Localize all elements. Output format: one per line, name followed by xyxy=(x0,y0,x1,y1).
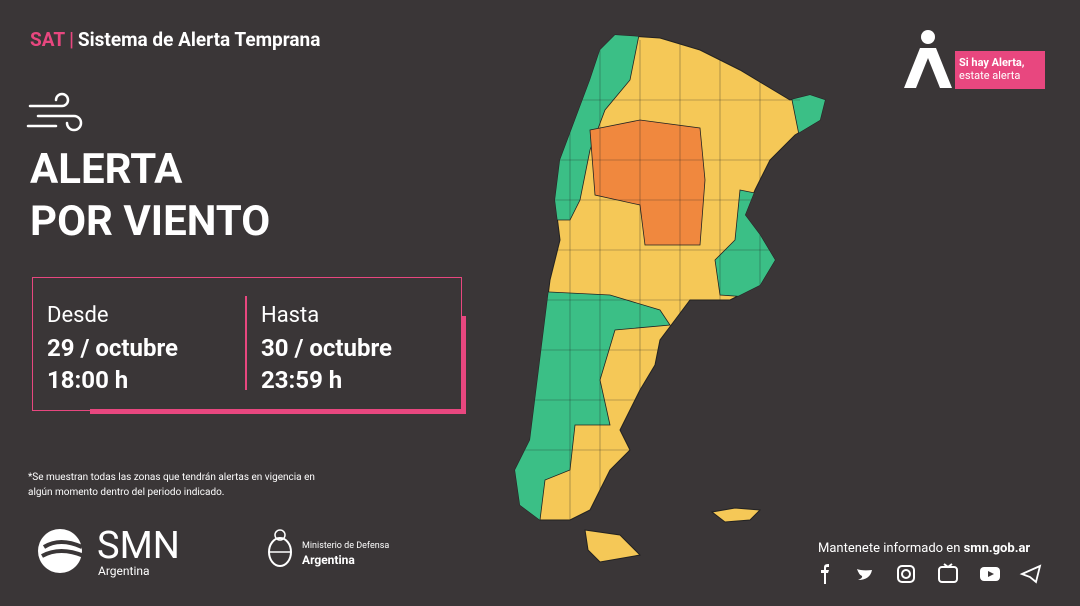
from-label: Desde xyxy=(47,303,109,328)
instagram-icon[interactable] xyxy=(897,565,915,583)
from-date: 29 / octubre xyxy=(47,334,179,362)
badge-line: Si hay Alerta, xyxy=(959,56,1025,69)
zone-green xyxy=(515,289,671,520)
header-title: Sistema de Alerta Temprana xyxy=(77,28,321,51)
alert-map xyxy=(514,34,826,563)
divider xyxy=(245,296,247,390)
alert-line: ALERTA xyxy=(30,145,183,194)
badge-line: estate alerta xyxy=(959,69,1021,82)
youtube-icon[interactable] xyxy=(980,567,1000,581)
period-from: Desde 29 / octubre 18:00 h xyxy=(47,300,178,396)
from-time: 18:00 h xyxy=(47,366,129,394)
to-label: Hasta xyxy=(261,303,320,328)
box-accent xyxy=(90,409,466,414)
period-to: Hasta 30 / octubre 23:59 h xyxy=(261,300,392,396)
tv-icon[interactable] xyxy=(938,563,958,583)
footnote: *Se muestran todas las zonas que tendrán… xyxy=(28,472,315,498)
alert-logo xyxy=(904,30,952,88)
header: SAT | Sistema de Alerta Temprana xyxy=(30,28,321,51)
facebook-icon[interactable] xyxy=(821,564,829,584)
ministry-country: Argentina xyxy=(302,553,355,567)
twitter-icon[interactable] xyxy=(857,569,872,580)
to-time: 23:59 h xyxy=(261,366,343,394)
ministry: Ministerio de Defensa xyxy=(302,541,390,551)
smn-icon xyxy=(38,529,85,573)
alert-title: ALERTA POR VIENTO xyxy=(30,144,270,248)
social-icons xyxy=(821,563,1042,584)
tierra-del-fuego xyxy=(584,529,642,563)
telegram-icon[interactable] xyxy=(1019,564,1042,584)
smn-country: Argentina xyxy=(98,564,150,578)
footer-text: Mantenete informado en xyxy=(818,541,961,556)
period-box: Desde 29 / octubre 18:00 h Hasta 30 / oc… xyxy=(32,277,462,411)
districts xyxy=(525,40,800,520)
badge: Si hay Alerta, estate alerta xyxy=(955,51,1045,89)
islands xyxy=(710,507,762,523)
footer: Mantenete informado en smn.gob.ar xyxy=(818,541,1030,556)
coat-of-arms xyxy=(268,529,292,567)
zone-orange xyxy=(589,119,706,246)
smn-logo: SMN xyxy=(97,524,180,568)
to-date: 30 / octubre xyxy=(261,334,393,362)
footer-site[interactable]: smn.gob.ar xyxy=(963,541,1031,556)
acronym: SAT xyxy=(30,28,66,51)
wind-icon xyxy=(26,92,83,132)
alert-line: POR VIENTO xyxy=(30,197,271,246)
box-accent xyxy=(461,316,466,414)
